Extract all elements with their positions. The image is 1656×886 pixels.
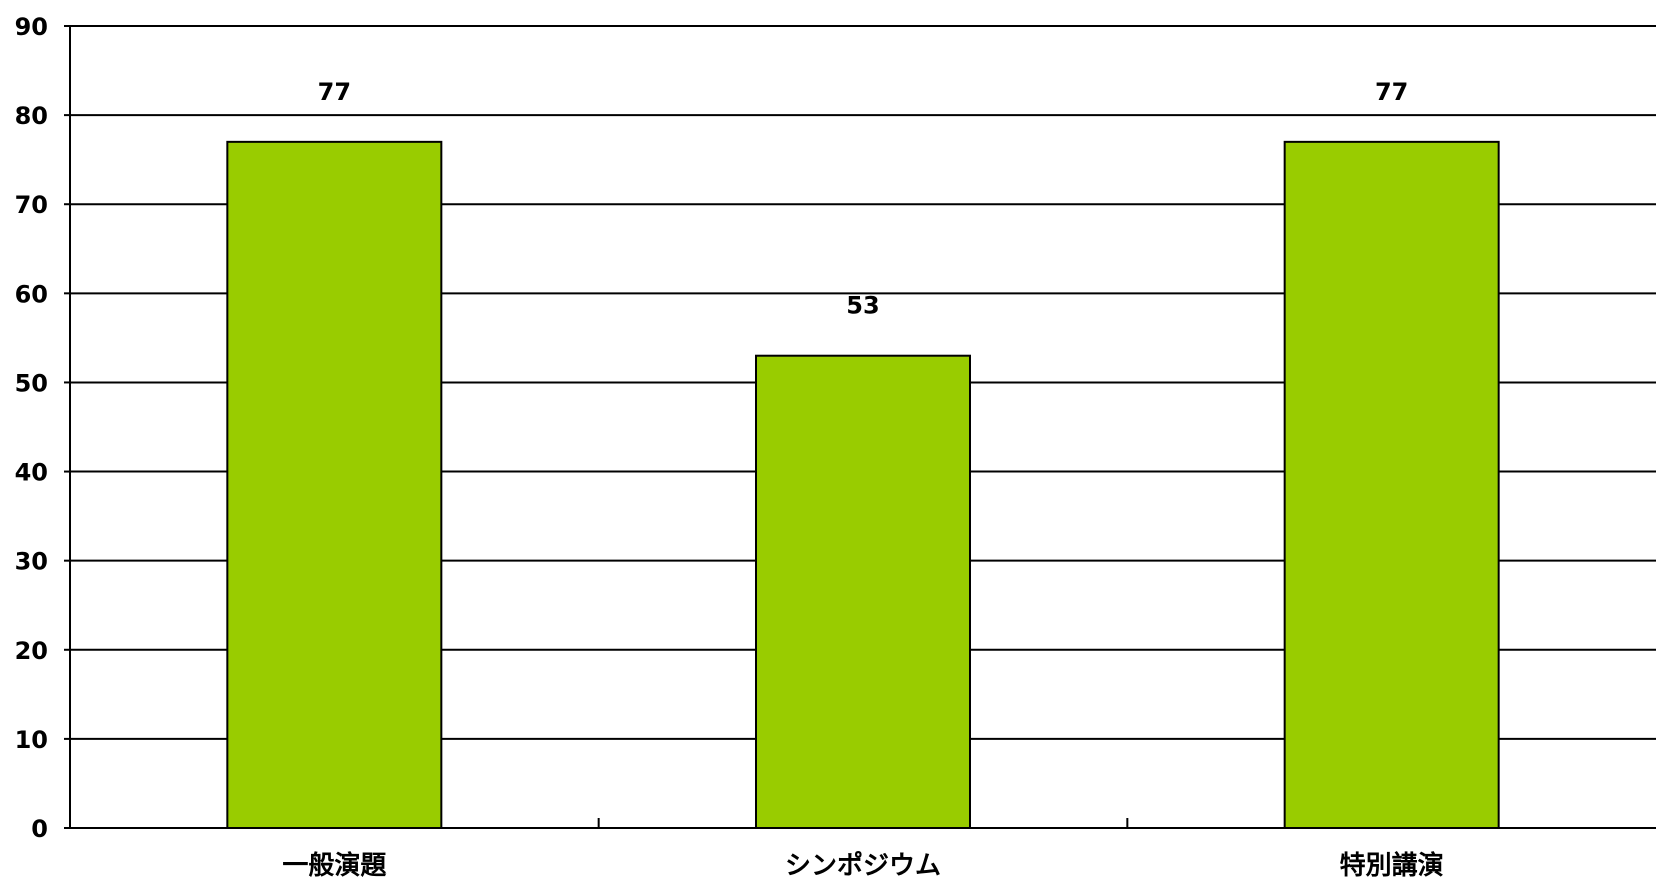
data-label-3: 77 bbox=[1375, 78, 1408, 106]
data-labels: 77 53 77 bbox=[318, 78, 1409, 320]
y-tick-label: 30 bbox=[15, 548, 48, 576]
y-tick-label: 90 bbox=[15, 13, 48, 41]
y-tick-label: 70 bbox=[15, 191, 48, 219]
category-label-1: 一般演題 bbox=[282, 850, 387, 881]
y-tick-label: 50 bbox=[15, 369, 48, 397]
bars bbox=[226, 140, 1500, 830]
bar-1 bbox=[226, 140, 443, 830]
y-tick-label: 80 bbox=[15, 102, 48, 130]
y-tick-label: 10 bbox=[15, 726, 48, 754]
category-label-3: 特別講演 bbox=[1340, 850, 1444, 881]
y-tick-label: 0 bbox=[31, 815, 48, 843]
data-label-1: 77 bbox=[318, 78, 351, 106]
y-tick-label: 60 bbox=[15, 280, 48, 308]
bar-3 bbox=[1283, 140, 1500, 830]
y-tick-label: 40 bbox=[15, 459, 48, 487]
category-label-2: シンポジウム bbox=[785, 850, 941, 881]
x-axis-category-labels: 一般演題 シンポジウム 特別講演 bbox=[282, 850, 1443, 881]
y-axis-tick-labels: 0 10 20 30 40 50 60 70 80 90 bbox=[15, 13, 48, 843]
y-tick-label: 20 bbox=[15, 637, 48, 665]
data-label-2: 53 bbox=[846, 292, 879, 320]
bar-2 bbox=[755, 354, 971, 829]
